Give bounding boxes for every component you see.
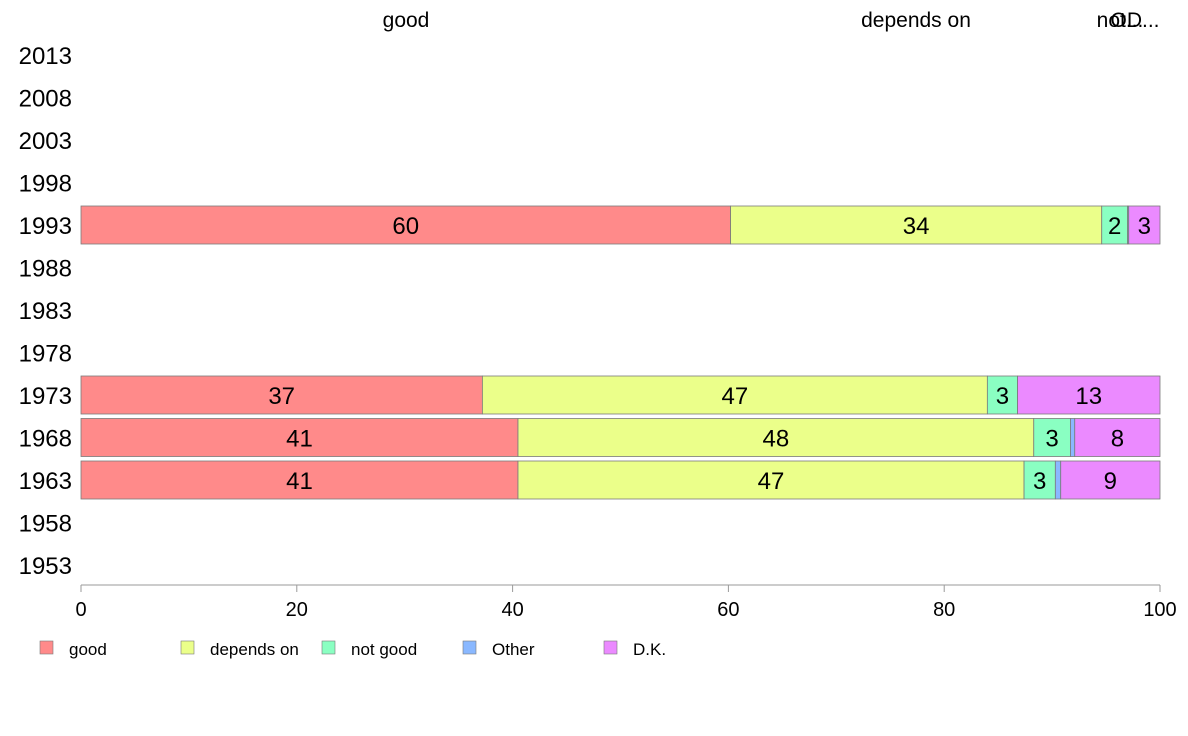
bar-segment bbox=[1055, 461, 1060, 499]
y-tick-label: 1953 bbox=[19, 553, 72, 580]
legend-item: Other bbox=[463, 640, 535, 659]
legend-swatch bbox=[322, 641, 335, 654]
data-label: 48 bbox=[763, 426, 790, 453]
y-tick-label: 1993 bbox=[19, 213, 72, 240]
data-label: 3 bbox=[1045, 426, 1058, 453]
legend-swatch bbox=[181, 641, 194, 654]
legend-item: depends on bbox=[181, 640, 299, 659]
data-label: 13 bbox=[1075, 383, 1102, 410]
legend-label: not good bbox=[351, 640, 417, 659]
y-tick-label: 1978 bbox=[19, 341, 72, 368]
y-tick-label: 1958 bbox=[19, 511, 72, 538]
y-tick-label: 1988 bbox=[19, 256, 72, 283]
stacked-bar-chart: good depends on not...OD... 20132008200319… bbox=[0, 0, 1188, 736]
x-tick-label: 60 bbox=[717, 599, 739, 621]
y-tick-label: 2003 bbox=[19, 128, 72, 155]
top-label: depends on bbox=[861, 9, 971, 32]
legend-label: depends on bbox=[210, 640, 299, 659]
legend-label: D.K. bbox=[633, 640, 666, 659]
y-tick-label: 1968 bbox=[19, 426, 72, 453]
x-tick-label: 100 bbox=[1143, 599, 1176, 621]
bar-row-1993: 60 34 2 3 bbox=[81, 206, 1160, 244]
y-tick-label: 1963 bbox=[19, 468, 72, 495]
legend-swatch bbox=[463, 641, 476, 654]
x-tick-label: 20 bbox=[286, 599, 308, 621]
legend-label: Other bbox=[492, 640, 535, 659]
bar-segment bbox=[1070, 419, 1074, 457]
y-tick-label: 2013 bbox=[19, 43, 72, 70]
legend-swatch bbox=[40, 641, 53, 654]
data-label: 2 bbox=[1108, 213, 1121, 240]
legend-item: D.K. bbox=[604, 640, 666, 659]
legend-swatch bbox=[604, 641, 617, 654]
data-label: 41 bbox=[286, 468, 313, 495]
bar-row-1968: 41 48 3 8 bbox=[81, 419, 1160, 457]
y-tick-label: 1973 bbox=[19, 383, 72, 410]
legend-item: good bbox=[40, 640, 107, 659]
y-tick-label: 1983 bbox=[19, 298, 72, 325]
y-axis: 2013 2008 2003 1998 1993 1988 1983 1978 1973 1968… bbox=[19, 43, 72, 580]
y-tick-label: 2008 bbox=[19, 86, 72, 113]
top-labels: good depends on not...OD... bbox=[383, 9, 1160, 32]
data-label: 9 bbox=[1104, 468, 1117, 495]
y-tick-label: 1998 bbox=[19, 171, 72, 198]
data-label: 47 bbox=[722, 383, 749, 410]
data-label: 41 bbox=[286, 426, 313, 453]
legend-label: good bbox=[69, 640, 107, 659]
x-tick-label: 80 bbox=[933, 599, 955, 621]
data-label: 3 bbox=[1033, 468, 1046, 495]
x-tick-label: 40 bbox=[501, 599, 523, 621]
data-label: 3 bbox=[996, 383, 1009, 410]
data-label: 60 bbox=[392, 213, 419, 240]
top-label: good bbox=[383, 9, 430, 32]
data-label: 47 bbox=[758, 468, 785, 495]
data-label: 8 bbox=[1111, 426, 1124, 453]
bar-row-1973: 37 47 3 13 bbox=[81, 376, 1160, 414]
data-label: 37 bbox=[268, 383, 295, 410]
x-tick-label: 0 bbox=[75, 599, 86, 621]
data-label: 3 bbox=[1138, 213, 1151, 240]
legend: good depends on not good Other D.K. bbox=[40, 640, 666, 659]
legend-item: not good bbox=[322, 640, 417, 659]
x-axis: 0 20 40 60 80 100 bbox=[75, 585, 1176, 621]
data-label: 34 bbox=[903, 213, 930, 240]
top-label: OD... bbox=[1110, 9, 1159, 32]
bar-row-1963: 41 47 3 9 bbox=[81, 461, 1160, 499]
